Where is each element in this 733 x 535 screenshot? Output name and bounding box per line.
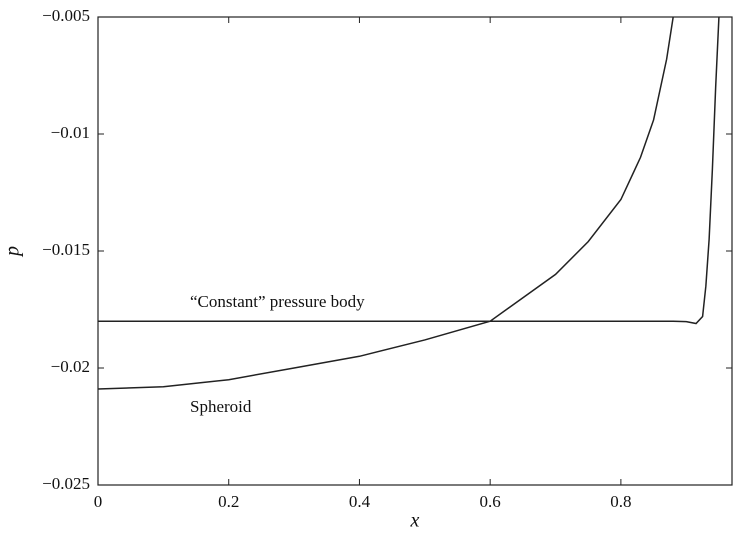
x-tick-label: 0 [94,492,103,511]
y-tick-label: −0.005 [42,6,90,25]
y-tick-label: −0.025 [42,474,90,493]
series-line [97,16,674,390]
x-tick-label: 0.4 [349,492,371,511]
x-axis-label: x [410,510,420,532]
x-tick-label: 0.8 [610,492,631,511]
x-tick-label: 0.2 [218,492,239,511]
x-tick-label: 0.6 [480,492,501,511]
y-tick-label: −0.015 [42,240,90,259]
series-label: Spheroid [190,397,252,416]
series-line [98,16,720,325]
y-axis-label: p [2,246,24,258]
y-tick-label: −0.02 [51,357,90,376]
y-tick-label: −0.01 [51,123,90,142]
series-label: “Constant” pressure body [190,292,365,311]
